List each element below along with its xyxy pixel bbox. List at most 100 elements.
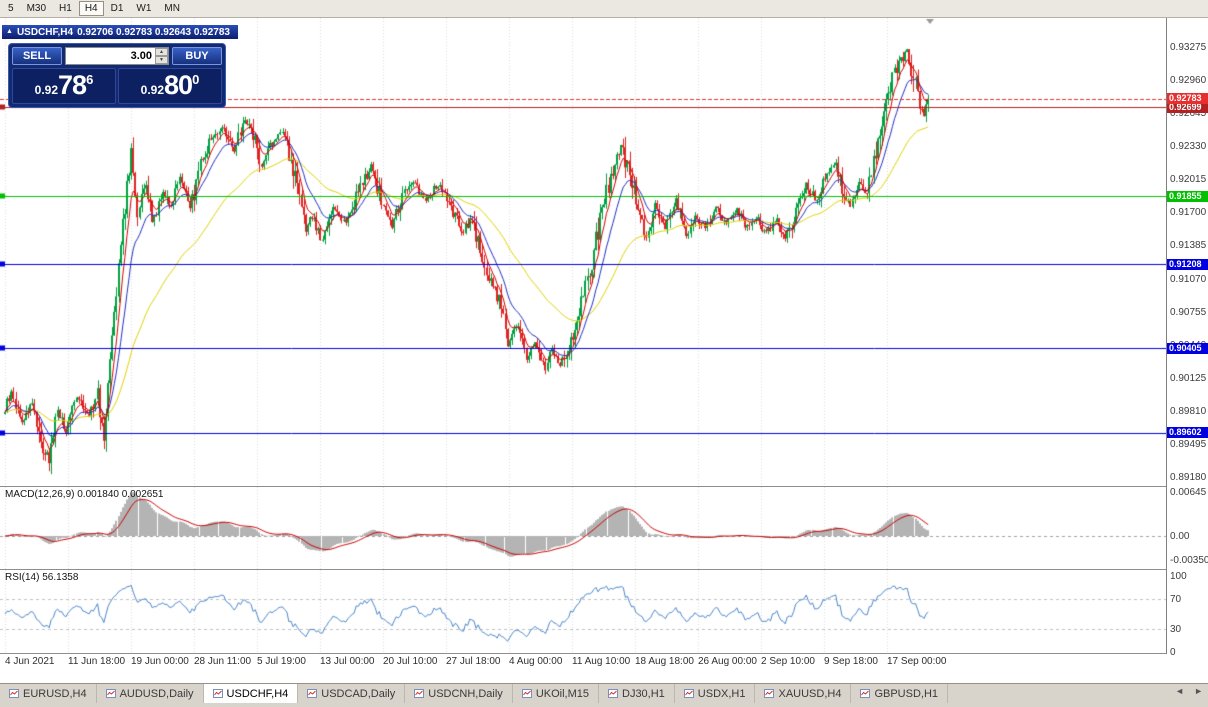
chart-tab-bar: EURUSD,H4 AUDUSD,Daily USDCHF,H4 USDCAD,Dai…	[0, 683, 1208, 703]
volume-input[interactable]: 3.00 ▲ ▼	[65, 47, 169, 65]
rsi-axis-tick: 70	[1170, 593, 1182, 605]
tab-usdcnh-daily[interactable]: USDCNH,Daily	[405, 684, 513, 703]
chart-icon	[860, 689, 871, 698]
sell-price-display[interactable]: 0.92 78 6	[12, 68, 116, 104]
status-strip	[0, 703, 1208, 707]
time-label: 17 Sep 00:00	[887, 656, 947, 667]
volume-down-button[interactable]: ▼	[155, 56, 168, 64]
buy-price-big: 80	[164, 70, 193, 100]
chart-title-bar[interactable]: ▲ USDCHF,H4 0.92706 0.92783 0.92643 0.92…	[2, 25, 238, 39]
time-label: 4 Jun 2021	[5, 656, 55, 667]
time-label: 5 Jul 19:00	[257, 656, 306, 667]
period-button-m30[interactable]: M30	[21, 1, 52, 16]
chart-icon	[683, 689, 694, 698]
time-label: 2 Sep 10:00	[761, 656, 815, 667]
tab-scroll-right-icon[interactable]: ►	[1191, 686, 1206, 696]
sell-price-big: 78	[58, 70, 87, 100]
rsi-axis-tick: 30	[1170, 624, 1182, 636]
tab-ukoil-m15[interactable]: UKOil,M15	[513, 684, 599, 703]
tab-label: USDCNH,Daily	[428, 687, 503, 700]
rsi-axis-tick: 100	[1170, 571, 1187, 582]
chart-marker-icon: ▲	[6, 28, 13, 35]
time-label: 20 Jul 10:00	[383, 656, 438, 667]
tab-label: DJ30,H1	[622, 687, 665, 700]
bid-price-badge: 0.92783	[1167, 93, 1208, 105]
price-tick: 0.89180	[1170, 471, 1207, 483]
price-axis-border	[1166, 18, 1167, 654]
period-button-h4[interactable]: H4	[78, 1, 104, 16]
macd-axis-tick: -0.00350	[1170, 554, 1208, 566]
price-tick: 0.90125	[1170, 372, 1207, 384]
rsi-indicator-label: RSI(14) 56.1358	[5, 572, 79, 583]
time-label: 11 Aug 10:00	[572, 656, 631, 667]
time-label: 19 Jun 00:00	[131, 656, 189, 667]
tab-label: XAUUSD,H4	[778, 687, 842, 700]
time-label: 11 Jun 18:00	[68, 656, 126, 667]
price-tick: 0.92960	[1170, 75, 1207, 87]
volume-up-button[interactable]: ▲	[155, 48, 168, 56]
price-axis[interactable]: 0.93275 0.92960 0.92645 0.92330 0.92015 0.917…	[1167, 18, 1208, 658]
pane-separator[interactable]	[0, 569, 1208, 570]
hline-price-badge: 0.91855	[1167, 190, 1208, 202]
tab-gbpusd-h1[interactable]: GBPUSD,H1	[851, 684, 949, 703]
tab-usdchf-h4[interactable]: USDCHF,H4	[203, 684, 299, 703]
period-button-d1[interactable]: D1	[105, 1, 130, 16]
sell-button[interactable]: SELL	[12, 47, 62, 65]
chart-icon	[764, 689, 775, 698]
time-label: 27 Jul 18:00	[446, 656, 501, 667]
one-click-trading-panel: SELL 3.00 ▲ ▼ BUY 0.92 78 6 0.92 80 0	[8, 43, 226, 108]
tab-eurusd-h4[interactable]: EURUSD,H4	[0, 684, 97, 703]
chart-icon	[521, 689, 532, 698]
time-label: 18 Aug 18:00	[635, 656, 694, 667]
volume-value[interactable]: 3.00	[130, 50, 152, 62]
period-button-mn[interactable]: MN	[158, 1, 186, 16]
hline-price-badge: 0.91208	[1167, 258, 1208, 270]
chart-title-symbol: USDCHF,H4	[16, 26, 74, 38]
time-label: 26 Aug 00:00	[698, 656, 757, 667]
macd-indicator-label: MACD(12,26,9) 0.001840 0.002651	[5, 489, 164, 500]
tab-label: USDCAD,Daily	[321, 687, 396, 700]
buy-price-prefix: 0.92	[140, 83, 165, 97]
tab-label: EURUSD,H4	[23, 687, 87, 700]
price-tick: 0.92015	[1170, 174, 1207, 186]
buy-price-display[interactable]: 0.92 80 0	[118, 68, 222, 104]
period-button-w1[interactable]: W1	[130, 1, 157, 16]
rsi-pane-canvas[interactable]	[0, 570, 1166, 653]
buy-price-sup: 0	[192, 72, 200, 87]
tab-label: GBPUSD,H1	[874, 687, 939, 700]
chart-icon	[212, 689, 223, 698]
tab-xauusd-h4[interactable]: XAUUSD,H4	[755, 684, 852, 703]
time-label: 28 Jun 11:00	[194, 656, 252, 667]
chart-icon	[9, 689, 19, 698]
period-button-5[interactable]: 5	[2, 1, 20, 16]
period-button-h1[interactable]: H1	[53, 1, 78, 16]
tab-label: USDCHF,H4	[226, 687, 289, 700]
tab-label: AUDUSD,Daily	[119, 687, 194, 700]
price-tick: 0.89810	[1170, 405, 1207, 417]
time-label: 9 Sep 18:00	[824, 656, 878, 667]
time-axis[interactable]: 4 Jun 2021 11 Jun 18:00 19 Jun 00:00 28 Jun…	[0, 654, 1166, 674]
price-tick: 0.92330	[1170, 141, 1207, 153]
pane-separator[interactable]	[0, 486, 1208, 487]
tab-scroll-left-icon[interactable]: ◄	[1172, 686, 1187, 696]
tab-usdcad-daily[interactable]: USDCAD,Daily	[298, 684, 406, 703]
hline-price-badge: 0.89602	[1167, 427, 1208, 439]
tab-scroll-controls: ◄ ►	[1172, 686, 1206, 696]
rsi-axis-tick: 0	[1170, 647, 1176, 658]
sell-price-sup: 6	[86, 72, 94, 87]
buy-button[interactable]: BUY	[172, 47, 222, 65]
macd-axis-tick: 0.00	[1170, 531, 1190, 542]
hline-price-badge: 0.92699	[1167, 101, 1208, 113]
chart-icon	[307, 689, 318, 698]
tab-audusd-daily[interactable]: AUDUSD,Daily	[97, 684, 204, 703]
time-label: 4 Aug 00:00	[509, 656, 563, 667]
macd-pane-canvas[interactable]	[0, 487, 1166, 569]
price-tick: 0.92645	[1170, 108, 1207, 120]
chart-icon	[105, 689, 116, 698]
tab-usdx-h1[interactable]: USDX,H1	[675, 684, 756, 703]
hline-price-badge: 0.90405	[1167, 342, 1208, 354]
chart-icon	[608, 689, 618, 698]
tab-dj30-h1[interactable]: DJ30,H1	[599, 684, 675, 703]
macd-axis-tick: 0.00645	[1170, 487, 1207, 498]
pane-separator[interactable]	[0, 653, 1208, 654]
